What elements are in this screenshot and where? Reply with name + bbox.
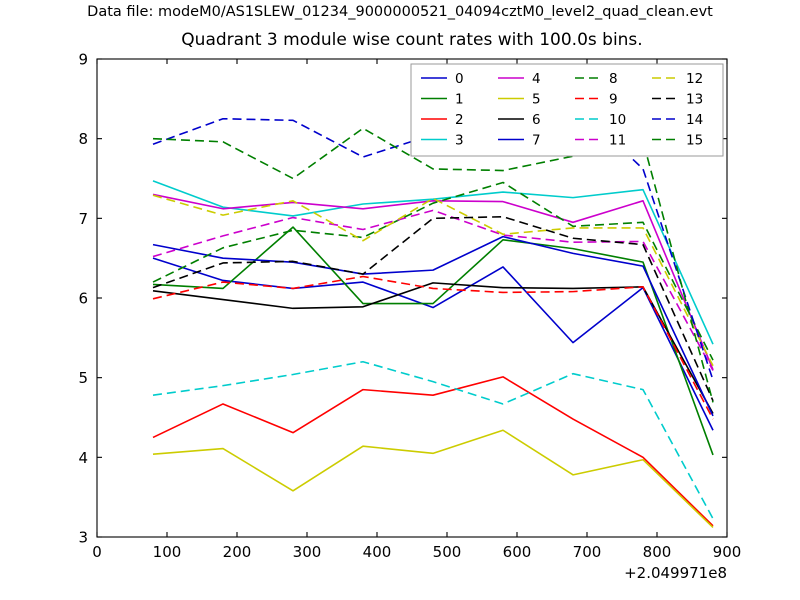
- x-tick-label: 300: [293, 543, 322, 561]
- series-line-0: [152, 257, 714, 431]
- series-line-2: [152, 376, 714, 527]
- series-line-10: [152, 360, 714, 520]
- y-tick-label: 6: [78, 290, 88, 308]
- x-tick-label: 600: [503, 543, 532, 561]
- x-tick-label: 700: [573, 543, 602, 561]
- y-tick-label: 7: [78, 210, 88, 228]
- series-line-6: [152, 282, 714, 414]
- legend-label-13: 13: [686, 92, 703, 108]
- x-tick-label: 500: [433, 543, 462, 561]
- legend-label-12: 12: [686, 71, 703, 87]
- legend-label-4: 4: [532, 71, 541, 87]
- series-line-9: [152, 275, 714, 420]
- legend-label-10: 10: [609, 112, 626, 128]
- datafile-label: Data file: modeM0/AS1SLEW_01234_90000005…: [87, 4, 713, 20]
- y-tick-label: 9: [78, 51, 88, 69]
- series-line-13: [152, 215, 714, 402]
- chart-title: Quadrant 3 module wise count rates with …: [181, 30, 643, 50]
- x-tick-label: 900: [713, 543, 742, 561]
- legend-label-14: 14: [686, 112, 703, 128]
- x-tick-label: 0: [92, 543, 102, 561]
- x-tick-label: 100: [153, 543, 182, 561]
- series-line-4: [152, 193, 714, 371]
- y-tick-label: 8: [78, 130, 88, 148]
- series-line-1: [152, 226, 714, 456]
- series-line-3: [152, 180, 714, 345]
- y-tick-label: 4: [78, 449, 88, 467]
- legend-label-5: 5: [532, 92, 541, 108]
- legend-frame: [410, 63, 724, 157]
- legend-label-9: 9: [609, 92, 618, 108]
- series-line-7: [152, 235, 714, 417]
- series-line-8: [152, 181, 714, 361]
- legend-label-15: 15: [686, 133, 703, 149]
- legend-label-7: 7: [532, 133, 541, 149]
- legend-label-2: 2: [455, 112, 464, 128]
- x-tick-label: 800: [643, 543, 672, 561]
- y-tick-label: 5: [78, 369, 88, 387]
- legend-label-3: 3: [455, 133, 464, 149]
- legend-label-1: 1: [455, 92, 464, 108]
- legend-label-6: 6: [532, 112, 541, 128]
- x-tick-label: 200: [223, 543, 252, 561]
- series-line-5: [152, 429, 714, 529]
- x-axis-offset-text: +2.049971e8: [624, 564, 727, 582]
- legend-label-11: 11: [609, 133, 626, 149]
- legend-label-8: 8: [609, 71, 618, 87]
- y-tick-label: 3: [78, 529, 88, 547]
- legend-label-0: 0: [455, 71, 464, 87]
- x-tick-label: 400: [363, 543, 392, 561]
